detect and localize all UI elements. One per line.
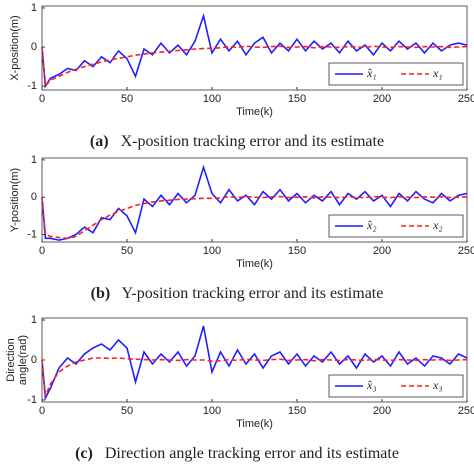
caption-text: X-position tracking error and its estima…	[121, 133, 384, 150]
x-tick-label: 100	[203, 405, 221, 417]
series-line	[41, 12, 468, 89]
caption-label: (c)	[75, 445, 93, 462]
y-tick-label: 0	[31, 354, 37, 366]
x-tick-label: 100	[203, 93, 221, 105]
x-tick-label: 250	[458, 245, 474, 257]
y-tick-label: -1	[27, 228, 37, 240]
x-tick-label: 50	[121, 93, 133, 105]
legend-label: x₁	[432, 66, 443, 80]
legend-label: x₂	[432, 218, 443, 232]
x-axis-label: Time(k)	[236, 258, 273, 270]
x-tick-label: 200	[373, 93, 391, 105]
series-line	[41, 164, 468, 241]
y-axis-label: X-position(m)	[9, 15, 21, 80]
x-tick-label: 200	[373, 245, 391, 257]
x-tick-label: 150	[288, 245, 306, 257]
y-tick-label: -1	[27, 394, 37, 406]
x-tick-label: 250	[458, 405, 474, 417]
legend-label: x̂₃	[366, 378, 377, 392]
legend-box	[328, 214, 464, 238]
caption-text: Y-position tracking error and its estima…	[122, 285, 384, 302]
y-tick-label: 0	[31, 41, 37, 53]
x-tick-label: 200	[373, 405, 391, 417]
caption-label: (a)	[90, 133, 109, 150]
x-tick-label: 0	[39, 93, 45, 105]
legend-label: x̂₂	[366, 218, 377, 232]
x-tick-label: 100	[203, 245, 221, 257]
legend-label: x₃	[432, 378, 443, 392]
x-tick-label: 150	[288, 405, 306, 417]
caption: (b) Y-position tracking error and its es…	[91, 285, 384, 302]
series-line	[41, 195, 468, 240]
y-tick-label: 0	[31, 191, 37, 203]
y-tick-label: 1	[31, 2, 37, 14]
series-line	[41, 45, 468, 89]
series-line	[41, 357, 468, 397]
legend: x̂₃ x₃	[328, 374, 464, 398]
x-tick-label: 150	[288, 93, 306, 105]
x-tick-label: 50	[121, 405, 133, 417]
legend: x̂₁ x₁	[328, 62, 464, 86]
caption-text: Direction angle tracking error and its e…	[105, 445, 399, 462]
x-tick-label: 250	[458, 93, 474, 105]
caption: (a) X-position tracking error and its es…	[90, 133, 384, 150]
y-tick-label: 1	[31, 314, 37, 326]
legend-label: x̂₁	[366, 66, 377, 80]
y-axis-label: Y-position(m)	[9, 168, 21, 232]
caption-label: (b)	[91, 285, 111, 302]
legend: x̂₂ x₂	[328, 214, 464, 238]
caption: (c) Direction angle tracking error and i…	[75, 445, 399, 462]
y-axis-label: angle(rad)	[17, 335, 29, 385]
legend-box	[328, 62, 464, 86]
x-tick-label: 50	[121, 245, 133, 257]
y-tick-label: -1	[27, 80, 37, 92]
legend-box	[328, 374, 464, 398]
x-axis-label: Time(k)	[236, 106, 273, 118]
y-tick-label: 1	[31, 154, 37, 166]
x-tick-label: 0	[39, 245, 45, 257]
y-axis-label: Direction	[5, 338, 17, 381]
x-axis-label: Time(k)	[236, 418, 273, 430]
x-tick-label: 0	[39, 405, 45, 417]
